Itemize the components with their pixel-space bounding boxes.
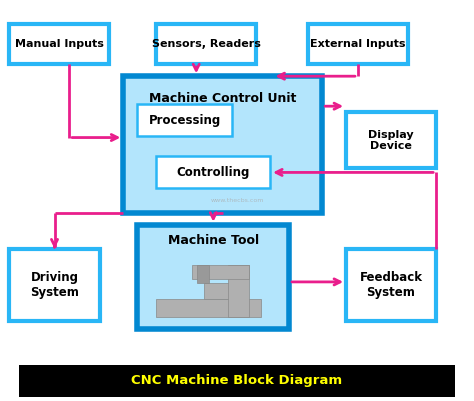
Text: Sensors, Readers: Sensors, Readers <box>152 39 261 49</box>
FancyBboxPatch shape <box>9 24 109 64</box>
FancyBboxPatch shape <box>197 265 209 283</box>
FancyBboxPatch shape <box>123 76 322 213</box>
FancyBboxPatch shape <box>137 104 232 136</box>
Text: Machine Control Unit: Machine Control Unit <box>149 92 296 105</box>
FancyBboxPatch shape <box>9 249 100 321</box>
Text: Machine Tool: Machine Tool <box>168 234 259 247</box>
FancyBboxPatch shape <box>346 112 436 168</box>
FancyBboxPatch shape <box>156 156 270 188</box>
FancyBboxPatch shape <box>19 365 455 397</box>
Text: www.thecbs.com: www.thecbs.com <box>210 198 264 203</box>
FancyBboxPatch shape <box>192 265 249 279</box>
Text: Feedback
System: Feedback System <box>360 271 422 299</box>
Text: CNC Machine Block Diagram: CNC Machine Block Diagram <box>131 375 343 387</box>
FancyBboxPatch shape <box>346 249 436 321</box>
FancyBboxPatch shape <box>137 225 289 329</box>
FancyBboxPatch shape <box>156 24 256 64</box>
Text: Processing: Processing <box>149 114 221 127</box>
FancyBboxPatch shape <box>228 265 249 317</box>
FancyBboxPatch shape <box>156 299 261 317</box>
FancyBboxPatch shape <box>308 24 408 64</box>
FancyBboxPatch shape <box>204 283 232 299</box>
Text: Manual Inputs: Manual Inputs <box>15 39 104 49</box>
Text: Driving
System: Driving System <box>30 271 79 299</box>
Text: Controlling: Controlling <box>177 166 250 179</box>
Text: Display
Device: Display Device <box>368 130 414 151</box>
Text: External Inputs: External Inputs <box>310 39 406 49</box>
